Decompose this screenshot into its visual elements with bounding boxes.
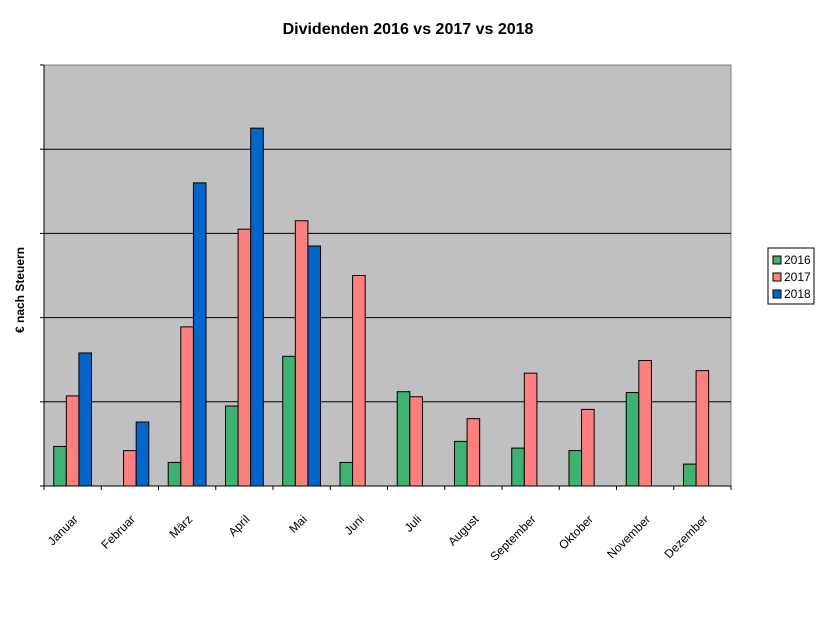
legend-label: 2018 [784,287,811,301]
bar-2016-Juni [339,461,354,487]
x-tick-label: März [166,512,195,541]
legend-swatch-2017 [772,272,782,282]
legend-label: 2016 [784,253,811,267]
x-tick-label: August [445,512,482,549]
bar-2016-Oktober [568,450,583,487]
x-tick-label: April [226,512,253,539]
plot-area: Januar Februar März April Mai Juni Juli August S… [40,64,732,564]
bar-2017-Dezember [695,370,710,487]
bar-2017-Juni [352,275,366,487]
bar-2017-November [638,360,652,487]
bar-2018-Mai [307,245,322,487]
x-tick-label: Oktober [556,512,596,552]
bar-2017-September [523,372,538,487]
legend: 2016 2017 2018 [767,247,815,305]
legend-swatch-2016 [772,255,782,265]
x-tick-label: Dezember [661,512,710,561]
bar-2016-Juli [396,391,411,487]
bar-2018-Januar [78,352,93,487]
bar-2017-April [237,228,252,487]
x-tick-label: Juli [402,512,425,535]
bar-2017-März [180,326,194,487]
bar-2017-Juli [409,396,423,487]
bar-2017-Januar [65,395,80,487]
bar-2016-September [511,447,525,487]
bar-2017-Mai [294,220,309,487]
bar-2017-Februar [123,450,137,487]
plot-background [43,64,732,487]
bar-2017-Oktober [581,408,595,487]
x-tick-label: September [487,512,538,563]
x-tick-label: Februar [98,512,138,552]
chart-title: Dividenden 2016 vs 2017 vs 2018 [283,21,534,38]
bar-2016-März [167,461,182,487]
bar-2018-März [192,182,207,487]
bar-2016-Januar [53,445,67,487]
bar-2017-August [466,418,481,487]
bar-2016-Mai [282,355,296,487]
x-tick-label: November [604,512,653,561]
bar-2016-August [453,440,468,487]
bar-2016-April [224,405,239,487]
bar-2016-Dezember [682,463,697,487]
y-axis-label: € nach Steuern [13,247,27,333]
legend-swatch-2018 [772,289,782,299]
x-tick-label: Juni [342,512,367,537]
x-tick-label: Mai [286,512,310,536]
bar-2018-Februar [135,421,150,487]
bar-2018-April [250,127,264,487]
x-tick-label: Januar [45,512,81,548]
bar-2016-November [625,392,640,487]
legend-label: 2017 [784,270,811,284]
